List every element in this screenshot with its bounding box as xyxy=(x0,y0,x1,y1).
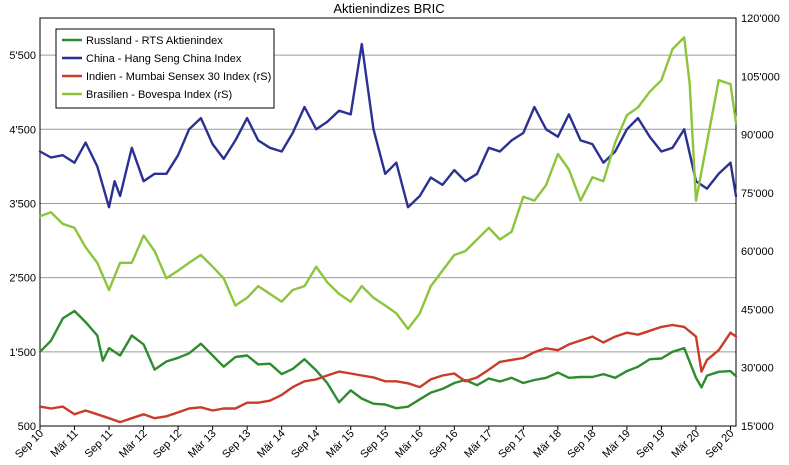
series-line-2 xyxy=(38,323,738,424)
right-tick-label: 105'000 xyxy=(741,71,780,83)
legend-label: China - Hang Seng China Index xyxy=(86,53,242,65)
legend-label: Indien - Mumbai Sensex 30 Index (rS) xyxy=(86,71,271,83)
right-tick-label: 60'000 xyxy=(741,246,774,258)
legend-label: Russland - RTS Aktienindex xyxy=(86,35,223,47)
left-axis-ticks: 500 1'500 2'500 3'500 4'500 5'500 xyxy=(9,50,36,433)
chart-title: Aktienindizes BRIC xyxy=(333,1,444,16)
right-tick-label: 120'000 xyxy=(741,13,780,25)
right-tick-label: 75'000 xyxy=(741,188,774,200)
series-lines xyxy=(38,36,738,424)
plot-frame xyxy=(39,17,737,427)
right-tick-label: 90'000 xyxy=(741,130,774,142)
legend: Russland - RTS Aktienindex China - Hang S… xyxy=(55,28,275,109)
right-tick-label: 45'000 xyxy=(741,304,774,316)
series-line-3 xyxy=(38,36,738,331)
left-tick-label: 2'500 xyxy=(9,273,36,285)
left-tick-label: 3'500 xyxy=(9,198,36,210)
left-tick-label: 4'500 xyxy=(9,124,36,136)
series-line-0 xyxy=(38,309,738,410)
left-tick-label: 1'500 xyxy=(9,347,36,359)
right-tick-label: 15'000 xyxy=(741,421,774,433)
legend-label: Brasilien - Bovespa Index (rS) xyxy=(86,89,232,101)
series-line-1 xyxy=(38,42,738,209)
legend-box xyxy=(55,28,275,109)
left-tick-label: 500 xyxy=(18,421,36,433)
right-axis-ticks: 15'000 30'000 45'000 60'000 75'000 90'000 105'… xyxy=(741,13,780,433)
right-tick-label: 30'000 xyxy=(741,363,774,375)
left-tick-label: 5'500 xyxy=(9,50,36,62)
